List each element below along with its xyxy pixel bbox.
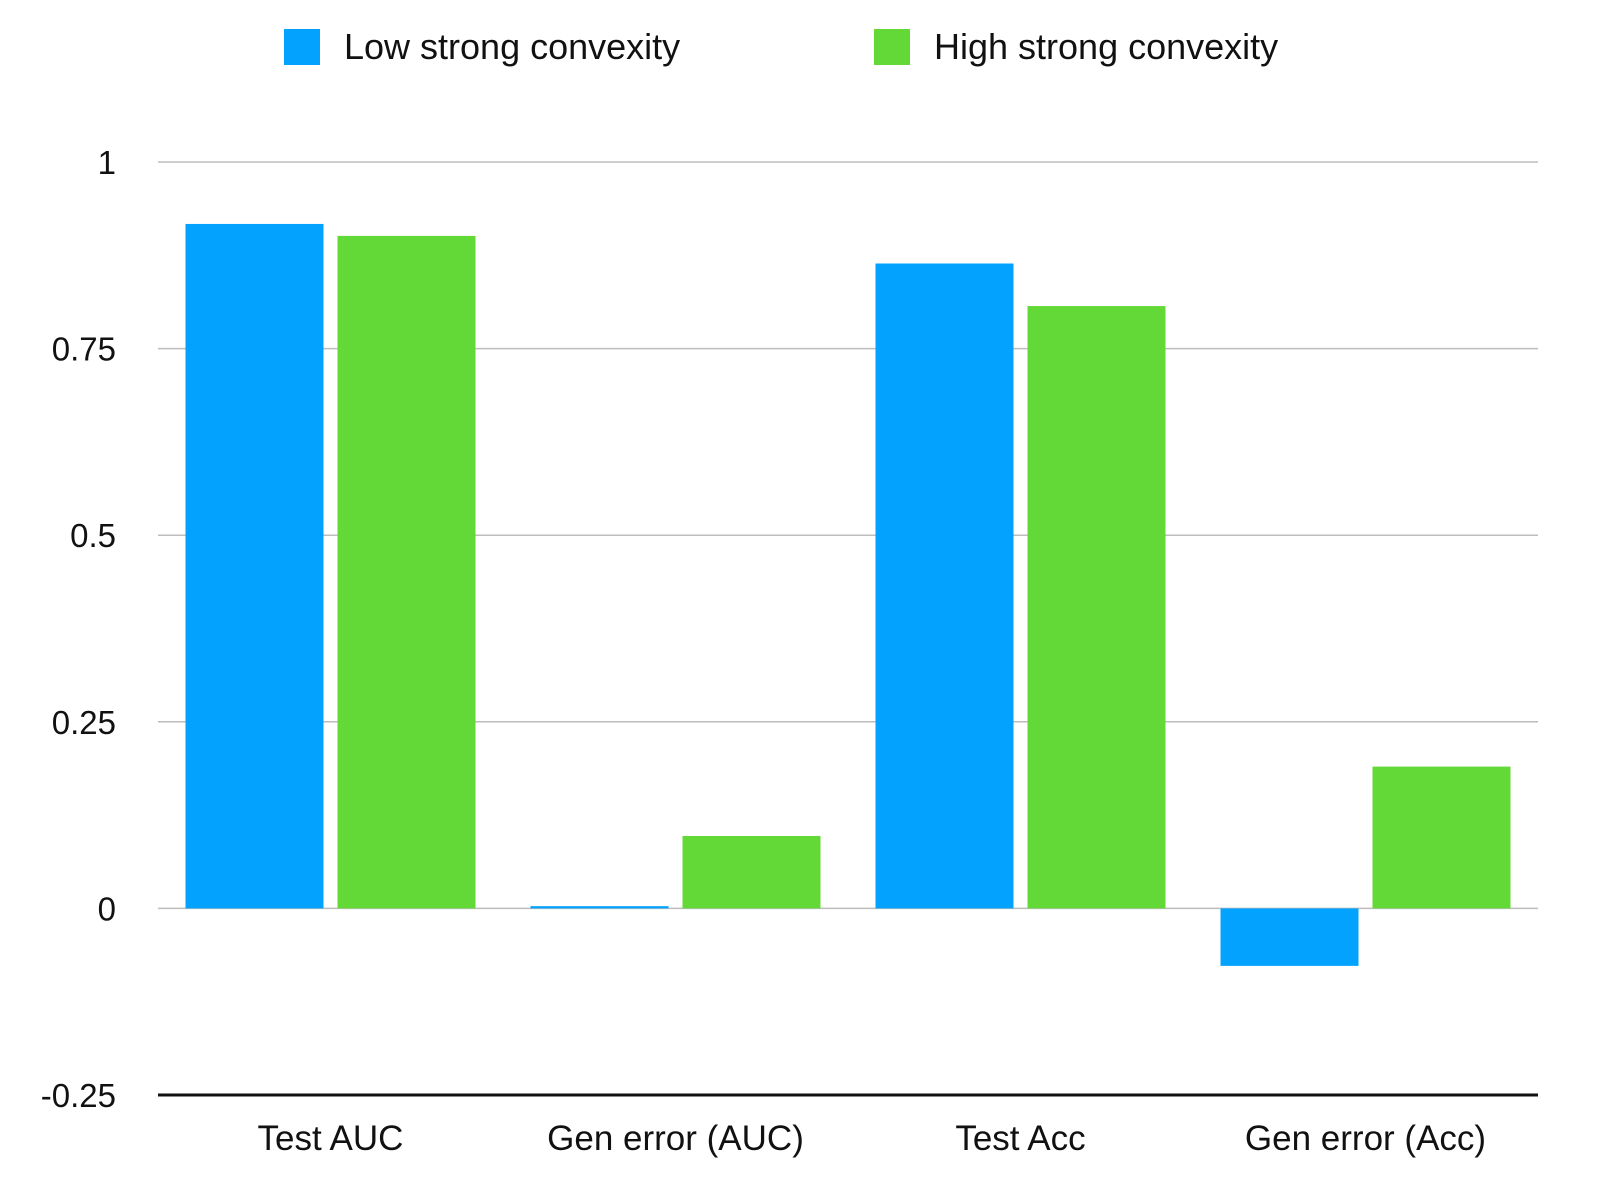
y-tick-label-1: 0.75 <box>52 331 116 368</box>
x-category-label-1: Gen error (AUC) <box>547 1119 804 1158</box>
bar-low-3 <box>1220 908 1359 966</box>
legend-swatch-low <box>284 29 320 65</box>
legend-item-low: Low strong convexity <box>284 22 680 72</box>
bars <box>185 223 1511 966</box>
y-tick-label-4: 0 <box>98 890 116 927</box>
y-tick-label-3: 0.25 <box>52 704 116 741</box>
y-tick-label-0: 1 <box>98 144 116 181</box>
legend-swatch-high <box>874 29 910 65</box>
bar-high-2 <box>1027 306 1166 909</box>
bar-low-2 <box>875 263 1014 909</box>
legend-label-high: High strong convexity <box>934 26 1279 67</box>
bar-high-3 <box>1372 766 1511 909</box>
x-category-label-3: Gen error (Acc) <box>1245 1119 1486 1158</box>
bar-high-1 <box>682 835 821 909</box>
bar-low-0 <box>185 223 324 909</box>
legend-label-low: Low strong convexity <box>344 26 681 67</box>
y-tick-label-5: -0.25 <box>41 1077 116 1114</box>
chart-legend: Low strong convexity High strong convexi… <box>0 22 1608 72</box>
legend-item-high: High strong convexity <box>874 22 1278 72</box>
axis-labels: 1 0.75 0.5 0.25 0 -0.25 Test AUC Gen error (AUC… <box>41 144 1486 1158</box>
x-category-label-2: Test Acc <box>955 1119 1085 1158</box>
bar-high-0 <box>337 235 476 909</box>
y-tick-label-2: 0.5 <box>70 517 116 554</box>
bar-low-1 <box>530 906 669 909</box>
x-category-label-0: Test AUC <box>258 1119 404 1158</box>
